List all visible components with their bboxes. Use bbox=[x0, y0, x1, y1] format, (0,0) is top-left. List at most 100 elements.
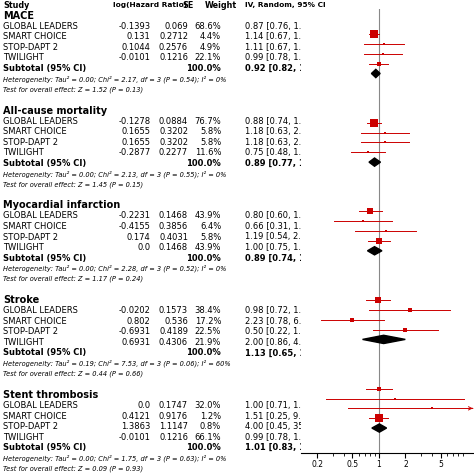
Text: 0.2712: 0.2712 bbox=[159, 32, 188, 41]
Text: 0.1468: 0.1468 bbox=[159, 211, 188, 220]
Text: -0.4155: -0.4155 bbox=[118, 222, 151, 231]
Text: 0.75 [0.48, 1.17]: 0.75 [0.48, 1.17] bbox=[246, 148, 315, 157]
Text: TWILIGHT: TWILIGHT bbox=[3, 433, 44, 442]
Text: 4.00 [0.45, 35.55]: 4.00 [0.45, 35.55] bbox=[246, 422, 320, 431]
Text: 1.00 [0.71, 1.41]: 1.00 [0.71, 1.41] bbox=[246, 401, 315, 410]
Text: STOP-DAPT 2: STOP-DAPT 2 bbox=[3, 328, 58, 336]
Text: -0.1393: -0.1393 bbox=[118, 22, 151, 31]
Text: 0.3856: 0.3856 bbox=[159, 222, 188, 231]
Text: 1.1147: 1.1147 bbox=[159, 422, 188, 431]
Text: 1.18 [0.63, 2.21]: 1.18 [0.63, 2.21] bbox=[246, 138, 315, 146]
Text: 1.11 [0.67, 1.84]: 1.11 [0.67, 1.84] bbox=[246, 43, 315, 52]
Text: 0.6931: 0.6931 bbox=[121, 338, 151, 347]
Text: 0.98 [0.72, 1.33]: 0.98 [0.72, 1.33] bbox=[246, 306, 315, 315]
Text: 1.2%: 1.2% bbox=[200, 411, 221, 420]
Text: 4.4%: 4.4% bbox=[200, 32, 221, 41]
Text: All-cause mortality: All-cause mortality bbox=[3, 106, 107, 116]
Text: Stroke: Stroke bbox=[3, 295, 39, 305]
Text: 6.4%: 6.4% bbox=[200, 222, 221, 231]
Text: Test for overall effect: Z = 0.09 (P = 0.93): Test for overall effect: Z = 0.09 (P = 0… bbox=[3, 465, 143, 472]
Text: SMART CHOICE: SMART CHOICE bbox=[3, 317, 67, 326]
Text: 21.9%: 21.9% bbox=[195, 338, 221, 347]
Text: 0.3202: 0.3202 bbox=[159, 127, 188, 136]
Text: 22.1%: 22.1% bbox=[195, 54, 221, 63]
Text: Test for overall effect: Z = 1.45 (P = 0.15): Test for overall effect: Z = 1.45 (P = 0… bbox=[3, 181, 143, 188]
Text: GLOBAL LEADERS: GLOBAL LEADERS bbox=[3, 401, 78, 410]
Text: Subtotal (95% CI): Subtotal (95% CI) bbox=[3, 254, 86, 263]
Text: Heterogeneity: Tau² = 0.00; Chi² = 1.75, df = 3 (P = 0.63); I² = 0%: Heterogeneity: Tau² = 0.00; Chi² = 1.75,… bbox=[3, 455, 227, 462]
Text: Study: Study bbox=[3, 1, 29, 10]
Text: GLOBAL LEADERS: GLOBAL LEADERS bbox=[3, 211, 78, 220]
Text: TWILIGHT: TWILIGHT bbox=[3, 54, 44, 63]
Text: 0.4306: 0.4306 bbox=[159, 338, 188, 347]
Text: 22.5%: 22.5% bbox=[195, 328, 221, 336]
Text: Subtotal (95% CI): Subtotal (95% CI) bbox=[3, 443, 86, 452]
Polygon shape bbox=[372, 69, 380, 78]
Text: 0.174: 0.174 bbox=[127, 233, 151, 241]
Text: 0.1655: 0.1655 bbox=[121, 127, 151, 136]
Text: TWILIGHT: TWILIGHT bbox=[3, 243, 44, 252]
Text: 0.92 [0.82, 1.03]: 0.92 [0.82, 1.03] bbox=[246, 64, 324, 73]
Text: 1.18 [0.63, 2.21]: 1.18 [0.63, 2.21] bbox=[246, 127, 315, 136]
Text: SMART CHOICE: SMART CHOICE bbox=[3, 411, 67, 420]
Text: TWILIGHT: TWILIGHT bbox=[3, 338, 44, 347]
Text: STOP-DAPT 2: STOP-DAPT 2 bbox=[3, 422, 58, 431]
Text: 17.2%: 17.2% bbox=[195, 317, 221, 326]
Text: 0.0884: 0.0884 bbox=[159, 117, 188, 126]
Text: 0.89 [0.77, 1.04]: 0.89 [0.77, 1.04] bbox=[246, 159, 324, 168]
Text: 1.14 [0.67, 1.94]: 1.14 [0.67, 1.94] bbox=[246, 32, 315, 41]
Text: 5.8%: 5.8% bbox=[200, 233, 221, 241]
Text: 2.00 [0.86, 4.65]: 2.00 [0.86, 4.65] bbox=[246, 338, 315, 347]
Text: GLOBAL LEADERS: GLOBAL LEADERS bbox=[3, 306, 78, 315]
Text: 0.1216: 0.1216 bbox=[159, 54, 188, 63]
Text: 43.9%: 43.9% bbox=[195, 243, 221, 252]
Text: Subtotal (95% CI): Subtotal (95% CI) bbox=[3, 348, 86, 357]
Text: 0.50 [0.22, 1.14]: 0.50 [0.22, 1.14] bbox=[246, 328, 315, 336]
Text: 100.0%: 100.0% bbox=[186, 159, 221, 168]
Text: 4.9%: 4.9% bbox=[200, 43, 221, 52]
Text: 0.1655: 0.1655 bbox=[121, 138, 151, 146]
Text: 1.01 [0.83, 1.22]: 1.01 [0.83, 1.22] bbox=[246, 443, 324, 452]
Text: 0.99 [0.78, 1.26]: 0.99 [0.78, 1.26] bbox=[246, 54, 315, 63]
Text: 32.0%: 32.0% bbox=[195, 401, 221, 410]
Text: 76.7%: 76.7% bbox=[194, 117, 221, 126]
Text: Test for overall effect: Z = 0.44 (P = 0.66): Test for overall effect: Z = 0.44 (P = 0… bbox=[3, 371, 143, 377]
Text: SMART CHOICE: SMART CHOICE bbox=[3, 127, 67, 136]
Text: 1.13 [0.65, 1.99]: 1.13 [0.65, 1.99] bbox=[246, 348, 324, 357]
Text: 5.8%: 5.8% bbox=[200, 138, 221, 146]
Text: 68.6%: 68.6% bbox=[194, 22, 221, 31]
Text: Stent thrombosis: Stent thrombosis bbox=[3, 390, 98, 400]
Text: 0.131: 0.131 bbox=[127, 32, 151, 41]
Text: 0.4031: 0.4031 bbox=[159, 233, 188, 241]
Text: 0.1216: 0.1216 bbox=[159, 433, 188, 442]
Polygon shape bbox=[372, 424, 387, 432]
Text: 0.2576: 0.2576 bbox=[159, 43, 188, 52]
Text: 0.2277: 0.2277 bbox=[159, 148, 188, 157]
Text: 1.00 [0.75, 1.33]: 1.00 [0.75, 1.33] bbox=[246, 243, 315, 252]
Text: STOP-DAPT 2: STOP-DAPT 2 bbox=[3, 43, 58, 52]
Text: SMART CHOICE: SMART CHOICE bbox=[3, 222, 67, 231]
Polygon shape bbox=[363, 335, 405, 344]
Text: 43.9%: 43.9% bbox=[195, 211, 221, 220]
Text: 66.1%: 66.1% bbox=[195, 433, 221, 442]
Text: 0.0: 0.0 bbox=[137, 401, 151, 410]
Text: 0.069: 0.069 bbox=[164, 22, 188, 31]
Text: MACE: MACE bbox=[3, 11, 34, 21]
Text: -0.0101: -0.0101 bbox=[118, 54, 151, 63]
Text: 100.0%: 100.0% bbox=[186, 348, 221, 357]
Text: 0.99 [0.78, 1.26]: 0.99 [0.78, 1.26] bbox=[246, 433, 315, 442]
Text: 38.4%: 38.4% bbox=[195, 306, 221, 315]
Text: -0.2877: -0.2877 bbox=[118, 148, 151, 157]
Text: Heterogeneity: Tau² = 0.00; Chi² = 2.17, df = 3 (P = 0.54); I² = 0%: Heterogeneity: Tau² = 0.00; Chi² = 2.17,… bbox=[3, 75, 227, 83]
Text: 0.3202: 0.3202 bbox=[159, 138, 188, 146]
Text: GLOBAL LEADERS: GLOBAL LEADERS bbox=[3, 117, 78, 126]
Text: 0.1747: 0.1747 bbox=[159, 401, 188, 410]
Text: 1.3863: 1.3863 bbox=[121, 422, 151, 431]
Text: Heterogeneity: Tau² = 0.19; Chi² = 7.53, df = 3 (P = 0.06); I² = 60%: Heterogeneity: Tau² = 0.19; Chi² = 7.53,… bbox=[3, 360, 231, 367]
Text: -0.1278: -0.1278 bbox=[118, 117, 151, 126]
Text: 100.0%: 100.0% bbox=[186, 254, 221, 263]
Text: 11.6%: 11.6% bbox=[195, 148, 221, 157]
Text: 100.0%: 100.0% bbox=[186, 443, 221, 452]
Text: 0.9176: 0.9176 bbox=[159, 411, 188, 420]
Text: log(Hazard Ratio): log(Hazard Ratio) bbox=[113, 2, 188, 8]
